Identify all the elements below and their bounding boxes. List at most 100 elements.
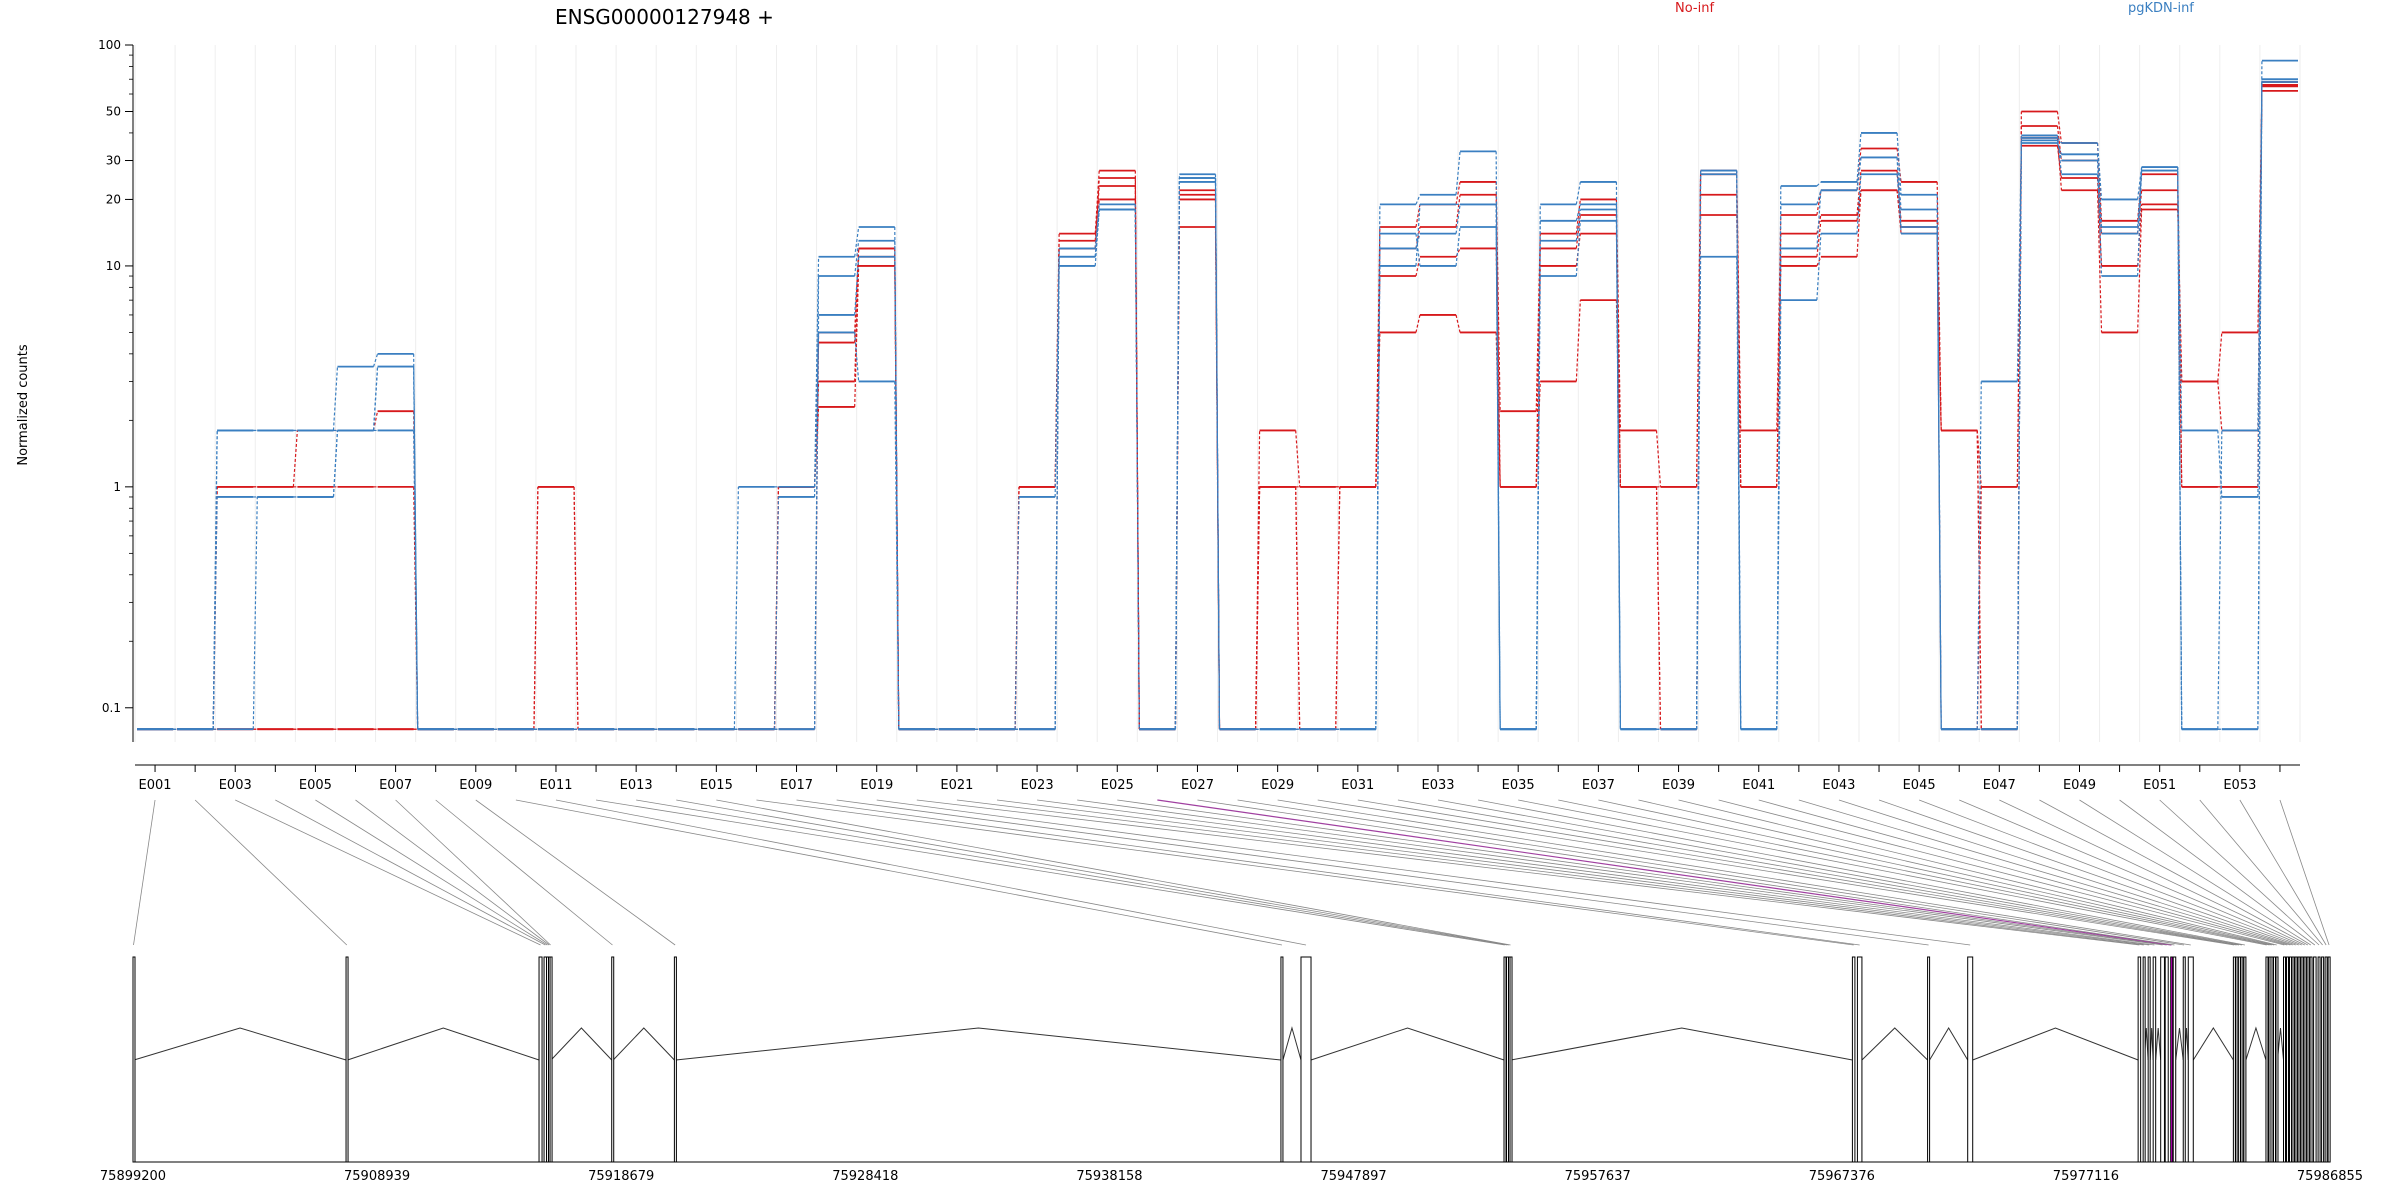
exon-box [2313,956,2317,1163]
x-tick-label: E025 [1101,778,1134,793]
coord-tick-label: 75938158 [1076,1169,1142,1184]
intron-connector [1972,1027,2139,1061]
series-riser [1856,190,1862,257]
intron-connector [133,1027,347,1061]
exon-box [2147,956,2151,1163]
x-tick-label: E023 [1021,778,1054,793]
series-riser [2016,135,2022,730]
series-riser [1054,265,1060,730]
exon-link-line [2079,799,2312,946]
exon-link-line [796,799,1860,946]
series-riser [1776,215,1782,431]
exon-link-line [475,799,676,946]
exon-link-line [2279,799,2330,946]
series-riser [1816,214,1822,234]
exon-link-line [2119,799,2316,946]
series-riser [1495,194,1501,487]
series-riser [1736,256,1742,730]
x-tick-label: E033 [1421,778,1454,793]
exon-link-line [1437,799,2242,946]
exon-box [2270,956,2274,1163]
x-tick-label: E009 [459,778,492,793]
exon-link-line [676,799,1510,946]
series-riser [332,366,339,431]
exon-box [2137,956,2142,1163]
series-riser [1455,181,1461,205]
series-riser [1816,256,1822,267]
series-riser [1696,174,1702,730]
series-riser [1936,227,1942,730]
series-riser [372,366,379,431]
series-riser [1575,181,1581,205]
exon-box [345,956,349,1163]
x-tick-label: E051 [2143,778,2176,793]
exon-box [2291,956,2295,1163]
series-riser [1896,132,1902,195]
x-tick-label: E005 [299,778,332,793]
series-riser [1575,220,1581,277]
coord-tick-label: 75986855 [2297,1169,2363,1184]
series-riser [2137,170,2143,234]
x-tick-label: E013 [620,778,653,793]
series-riser [573,486,579,730]
series-riser [2056,111,2063,144]
intron-connector [675,1027,1281,1061]
exon-link-line [315,799,548,946]
x-tick-label: E041 [1742,778,1775,793]
series-riser [813,332,820,497]
y-tick-label: 20 [106,192,121,206]
coord-tick-label: 75957637 [1565,1169,1631,1184]
exon-box [2243,956,2247,1163]
exon-box [2164,956,2169,1163]
series-riser [1415,314,1421,333]
exon-box [2187,956,2194,1163]
series-riser [2056,125,2063,161]
exon-link-line [1558,799,2270,946]
exon-link-line [1798,799,2291,946]
series-riser [1655,486,1662,730]
series-riser [2217,332,2223,382]
exon-box [2297,956,2301,1163]
exon-link-line [355,799,550,946]
series-riser [1455,151,1461,195]
exon-link-line [1157,799,2172,946]
y-tick-label: 50 [106,105,121,119]
x-tick-label: E029 [1261,778,1294,793]
exon-box [538,956,543,1163]
series-riser [1896,174,1902,228]
intron-connector [2245,1026,2267,1061]
x-tick-label: E011 [539,778,572,793]
series-riser [1415,204,1421,266]
series-riser [813,314,820,730]
series-riser [854,240,860,277]
y-axis-label: Normalized counts [16,344,31,466]
exon-box [2327,956,2331,1163]
exon-box [2152,956,2157,1163]
series-riser [2177,170,2183,730]
exon-box [549,956,553,1163]
vertical-gridlines [134,45,2301,742]
series-riser [1615,199,1622,431]
exon-box [1927,956,1931,1163]
exon-link-lines [133,799,2330,946]
exon-link-line [1197,799,2175,946]
series-riser [1856,157,1862,191]
exon-link-line [1838,799,2293,946]
x-tick-label: E007 [379,778,412,793]
x-tick-label: E031 [1341,778,1374,793]
series-riser [2056,137,2062,144]
series-riser [1896,157,1902,210]
exon-link-line [1397,799,2240,946]
exon-box [2300,956,2304,1163]
exon-link-line [916,799,2140,946]
x-tick-label: E039 [1662,778,1695,793]
exon-link-line [1277,799,2191,946]
exon-box [2235,956,2239,1163]
series-riser [894,256,900,730]
series-riser [1896,157,1902,234]
series-riser [292,430,298,487]
series-riser [1816,181,1822,187]
exon-link-line [1077,799,2163,946]
exon-box [2182,956,2186,1163]
exon-box [2324,956,2328,1163]
